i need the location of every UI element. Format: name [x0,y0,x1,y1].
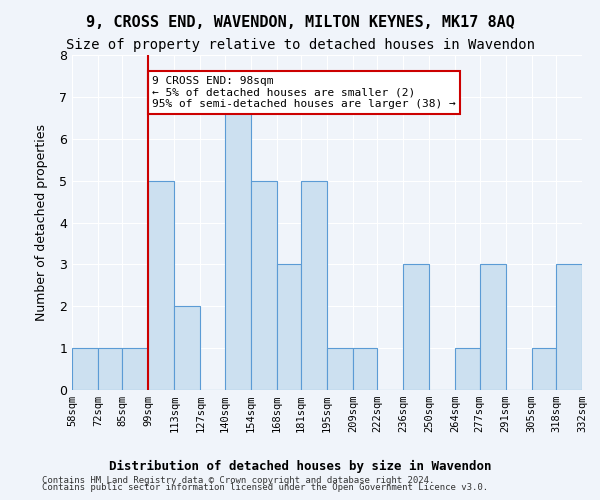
Bar [175,306,200,390]
Bar [301,180,327,390]
Y-axis label: Number of detached properties: Number of detached properties [35,124,48,321]
Text: 9, CROSS END, WAVENDON, MILTON KEYNES, MK17 8AQ: 9, CROSS END, WAVENDON, MILTON KEYNES, M… [86,15,514,30]
Bar [251,180,277,390]
Bar [532,348,556,390]
Text: Distribution of detached houses by size in Wavendon: Distribution of detached houses by size … [109,460,491,473]
Bar [98,348,122,390]
Text: Contains HM Land Registry data © Crown copyright and database right 2024.: Contains HM Land Registry data © Crown c… [42,476,434,485]
Bar [403,264,430,390]
Text: Contains public sector information licensed under the Open Government Licence v3: Contains public sector information licen… [42,484,488,492]
Bar [148,180,175,390]
Bar [224,97,251,390]
Text: Size of property relative to detached houses in Wavendon: Size of property relative to detached ho… [65,38,535,52]
Text: 9 CROSS END: 98sqm
← 5% of detached houses are smaller (2)
95% of semi-detached : 9 CROSS END: 98sqm ← 5% of detached hous… [152,76,456,109]
Bar [122,348,148,390]
Bar [277,264,301,390]
Bar [72,348,98,390]
Bar [479,264,506,390]
Bar [455,348,479,390]
Bar [556,264,582,390]
Bar [353,348,377,390]
Bar [327,348,353,390]
